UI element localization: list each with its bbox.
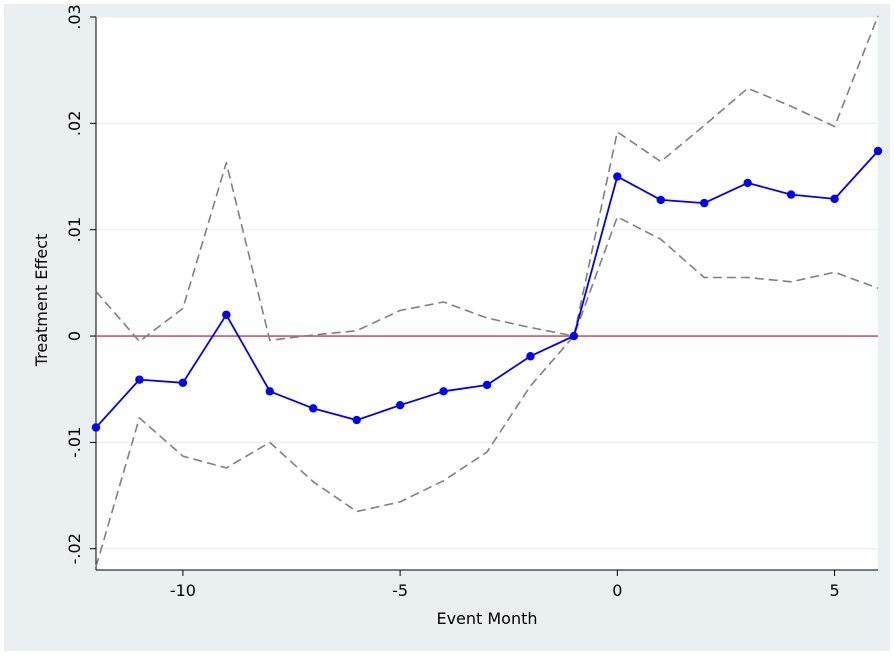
estimate-point xyxy=(613,172,622,181)
estimate-point xyxy=(526,352,535,361)
estimate-point xyxy=(482,380,492,390)
estimate-point xyxy=(222,310,231,319)
estimate-point xyxy=(309,404,318,413)
estimate-point xyxy=(439,387,448,396)
x-tick-label: 0 xyxy=(612,581,622,600)
estimate-point xyxy=(830,194,839,204)
estimate-point xyxy=(395,400,405,410)
estimate-point xyxy=(265,387,274,396)
y-tick-label: .01 xyxy=(65,217,84,242)
plot-area xyxy=(96,17,878,570)
upper-ci-line xyxy=(95,15,879,343)
estimate-point xyxy=(786,190,796,199)
estimate-point xyxy=(743,178,752,188)
y-tick-label: .03 xyxy=(65,4,84,29)
estimate-point xyxy=(873,146,883,156)
y-axis-label: Treatment Effect xyxy=(32,234,51,368)
estimate-point xyxy=(700,198,709,208)
estimate-point xyxy=(178,378,188,388)
y-tick-label: -.02 xyxy=(65,533,84,564)
y-tick-label: 0 xyxy=(65,331,84,341)
lower-ci-line xyxy=(95,216,879,568)
y-tick-label: -.01 xyxy=(65,427,84,458)
estimate-point xyxy=(656,195,665,205)
axes: -.02 -.01 0 .01 .02 .03 -10 -5 0 5 xyxy=(65,4,878,600)
x-axis-label: Event Month xyxy=(436,609,537,628)
estimate-point xyxy=(352,415,361,425)
x-tick-label: -10 xyxy=(170,581,196,600)
x-tick-label: 5 xyxy=(829,581,839,600)
y-tick-label: .02 xyxy=(65,111,84,136)
estimate-point xyxy=(569,331,579,341)
x-tick-label: -5 xyxy=(392,581,408,600)
estimate-point xyxy=(135,375,144,384)
estimate-point xyxy=(91,423,101,432)
series-markers xyxy=(91,146,883,432)
